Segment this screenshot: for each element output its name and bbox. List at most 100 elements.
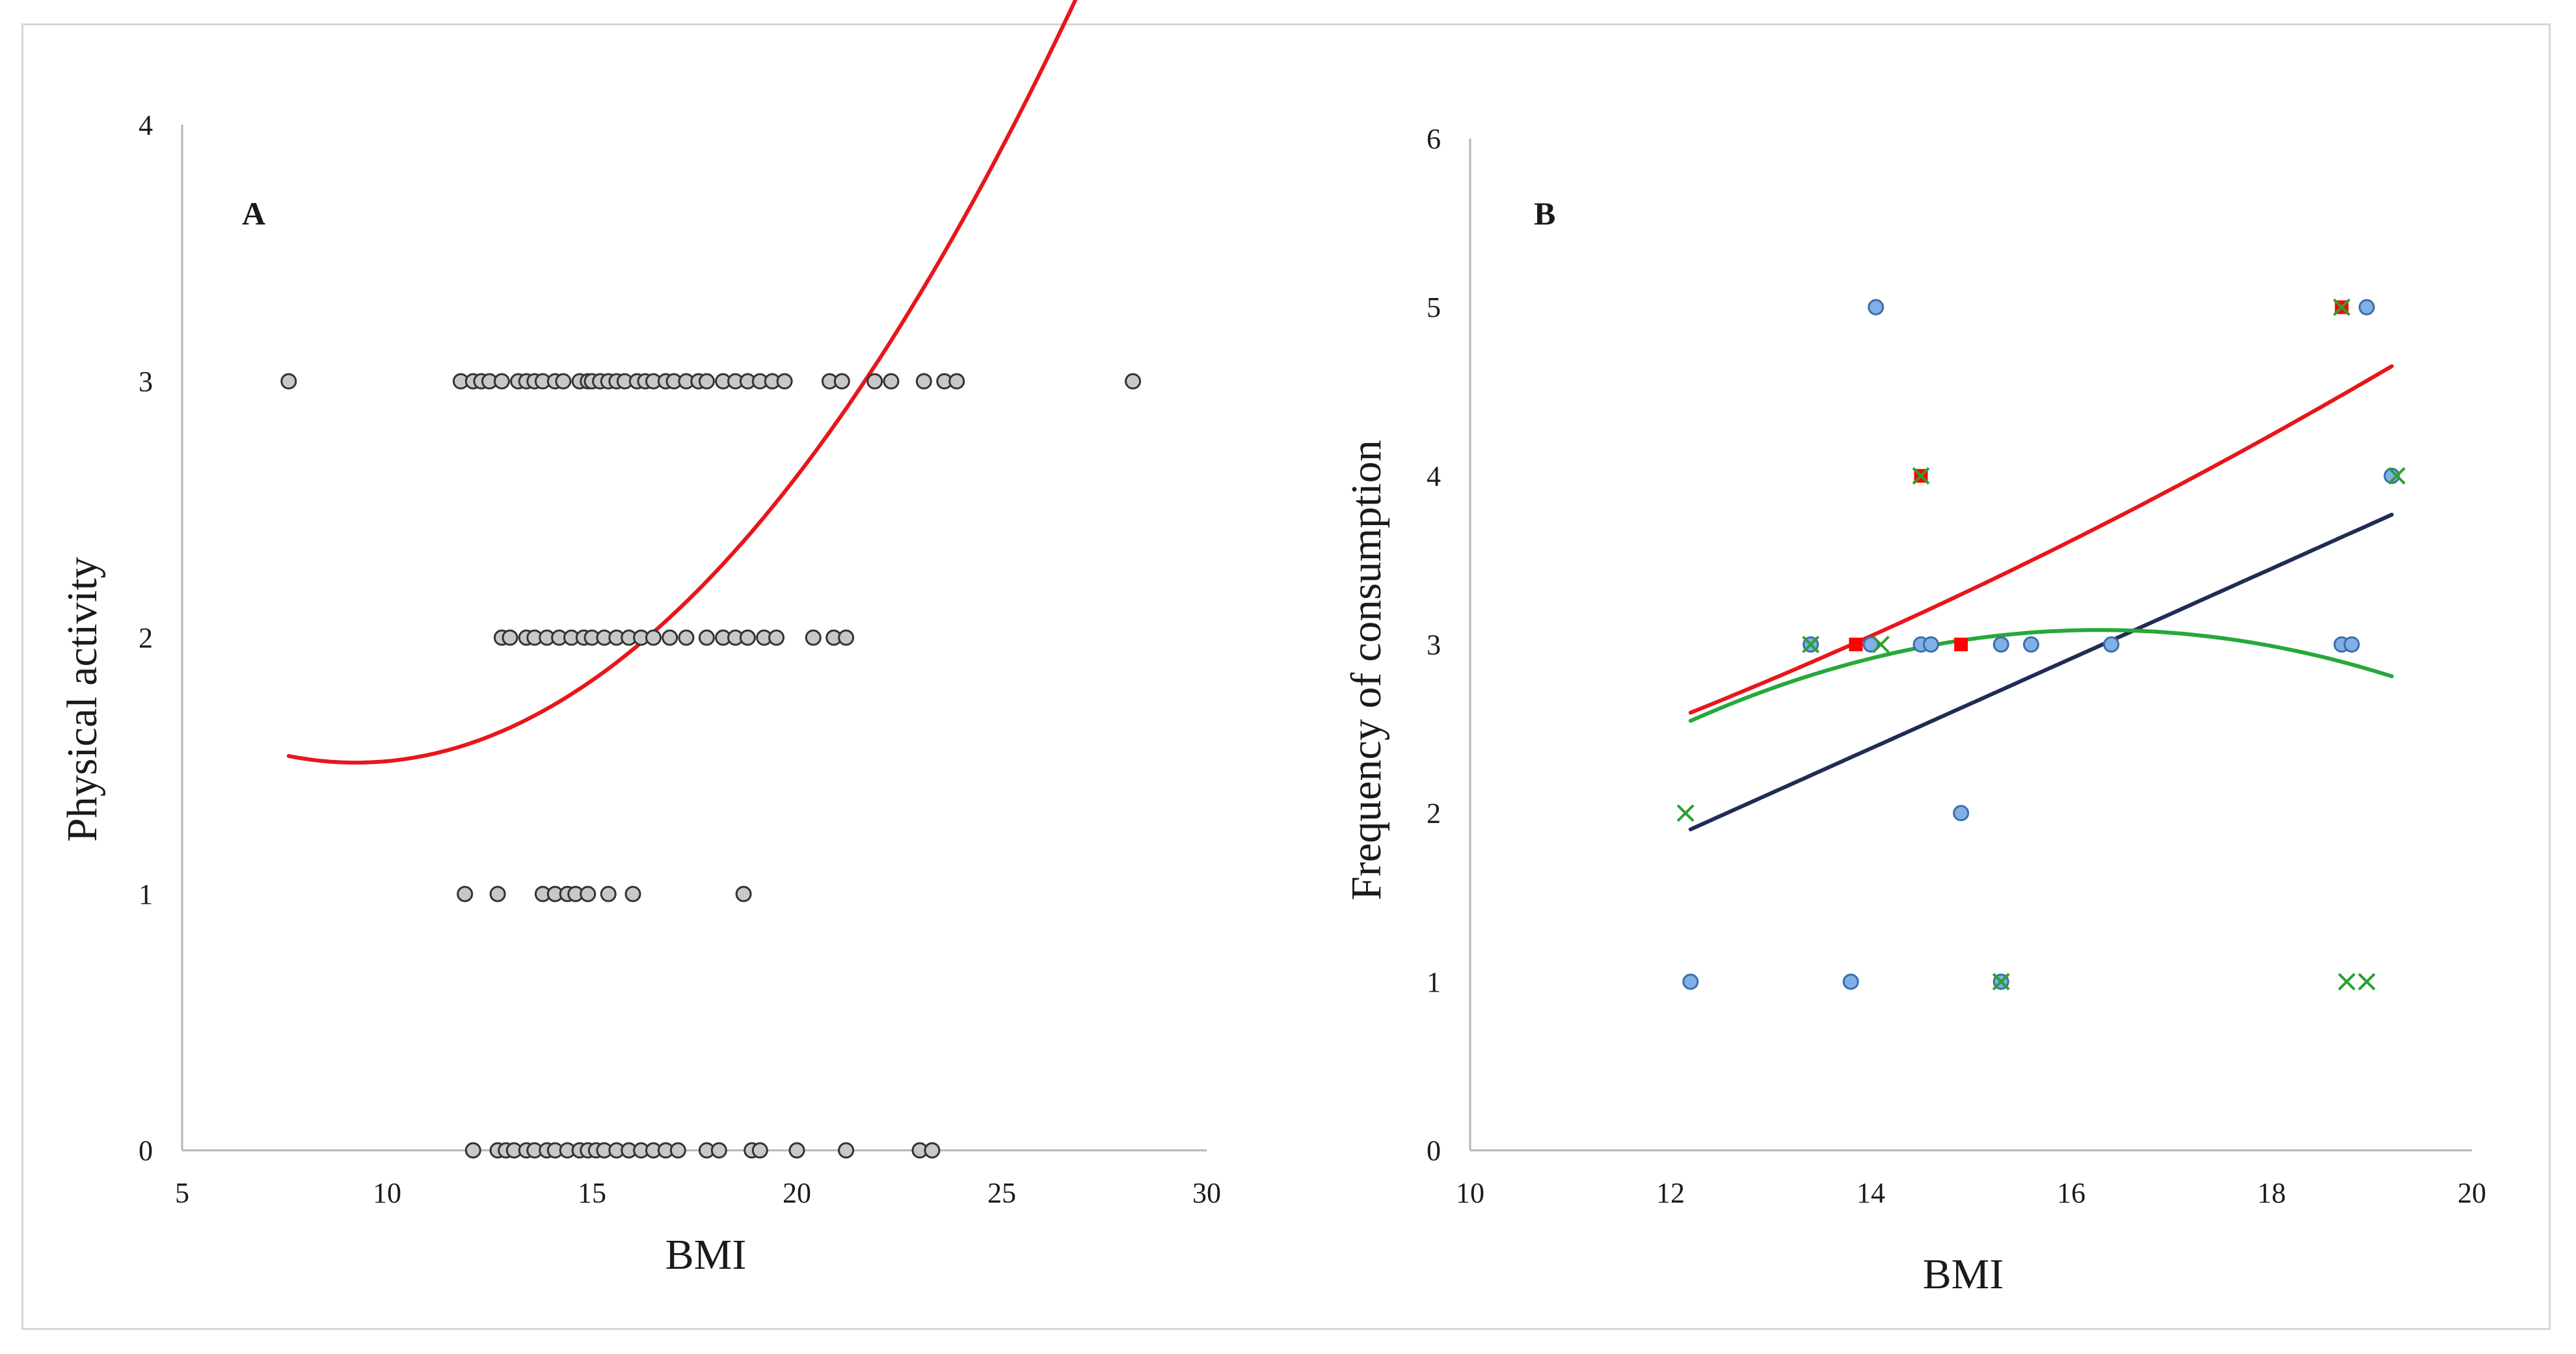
panel-a-data-point — [678, 629, 695, 646]
panel-a-data-point — [502, 629, 518, 646]
panel-a-y-tick-label: 4 — [139, 109, 153, 141]
panel-b-data-point-cross — [1912, 467, 1930, 485]
panel-a-data-point — [600, 886, 617, 902]
panel-b-data-point-cross — [2333, 298, 2351, 316]
panel-b-data-point-square — [1849, 638, 1863, 651]
panel-a-data-point — [924, 1142, 941, 1159]
panel-b-data-point — [2358, 299, 2375, 316]
panel-a-data-point — [489, 886, 506, 902]
panel-b-data-point — [2103, 636, 2120, 653]
panel-a-data-point — [280, 373, 297, 390]
panel-a-y-tick-label: 3 — [139, 366, 153, 398]
panel-b-y-axis-title: Frequency of consumption — [1343, 440, 1390, 900]
panel-b-linear-trend-line — [1688, 513, 2394, 832]
panel-b-points — [1676, 298, 2406, 991]
panel-a-data-point — [624, 886, 641, 902]
panel-b-data-point — [1862, 636, 1879, 653]
panel-b-x-tick-label: 18 — [2257, 1177, 2286, 1209]
panel-b-data-point — [2343, 636, 2360, 653]
panel-a-x-tick-label: 10 — [373, 1177, 401, 1209]
panel-b-data-point — [1868, 299, 1885, 316]
panel-a-y-tick-label: 1 — [139, 878, 153, 910]
panel-b-x-tick-label: 10 — [1456, 1177, 1484, 1209]
panel-b-data-point — [2022, 636, 2039, 653]
panel-b-data-point-cross — [1802, 636, 1820, 653]
panel-b-y-tick-label: 0 — [1427, 1135, 1441, 1167]
panel-a-y-tick-label: 0 — [139, 1135, 153, 1167]
panel-a-data-point — [493, 373, 510, 390]
panel-b-y-tick-label: 3 — [1427, 629, 1441, 661]
panel-b-x-tick-label: 12 — [1656, 1177, 1685, 1209]
panel-b-axes — [1469, 139, 2472, 1152]
panel-b-data-point-square — [1954, 638, 1968, 651]
panel-a-data-point — [645, 629, 662, 646]
panel-b-data-point — [1842, 973, 1859, 990]
panel-b-data-point — [1953, 805, 1970, 822]
panel-b-data-point — [2383, 467, 2400, 484]
panel-b-x-tick-label: 20 — [2458, 1177, 2486, 1209]
panel-b-y-tick-label: 1 — [1427, 966, 1441, 998]
panel-b-data-point-cross — [1872, 636, 1890, 653]
panel-a-data-point — [580, 886, 597, 902]
panel-a-x-tick-label: 25 — [987, 1177, 1016, 1209]
panel-a-data-point — [662, 629, 678, 646]
panel-a-data-point — [710, 1142, 727, 1159]
panel-b-x-tick-label: 16 — [2057, 1177, 2086, 1209]
panel-a-data-point — [833, 373, 850, 390]
panel-a-data-point — [669, 1142, 686, 1159]
panel-b-data-point — [1992, 636, 2009, 653]
panel-a-y-axis-title: Physical activity — [59, 557, 106, 842]
panel-a-data-point — [751, 1142, 768, 1159]
panel-a-data-point — [866, 373, 883, 390]
panel-b-data-point-cross — [2338, 973, 2355, 991]
panel-a-tick-labels: 5 10 15 20 25 30 0 1 2 3 4 — [139, 109, 1221, 1209]
panel-a-x-tick-label: 15 — [578, 1177, 606, 1209]
panel-b-y-tick-label: 2 — [1427, 798, 1441, 830]
panel-a-trendlines — [286, 0, 1078, 765]
panel-b-x-tick-label: 14 — [1857, 1177, 1885, 1209]
panel-a-x-tick-label: 20 — [783, 1177, 811, 1209]
panel-b-x-axis-title: BMI — [1923, 1251, 2004, 1298]
panel-a-data-point — [698, 629, 715, 646]
panel-b-data-point-cross — [2388, 467, 2406, 485]
panel-a-data-point — [915, 373, 932, 390]
panel-a-data-point — [948, 373, 965, 390]
panel-a-points — [280, 373, 1142, 1159]
panel-b-label: B — [1534, 195, 1555, 232]
panel-a-data-point — [1125, 373, 1142, 390]
panel-b-data-point-cross — [2357, 973, 2376, 991]
panel-a-data-point — [776, 373, 793, 390]
panel-b-data-point — [1922, 636, 1939, 653]
panel-b-y-tick-label: 6 — [1427, 123, 1441, 155]
panel-a-label: A — [242, 195, 265, 232]
panel-a-data-point — [768, 629, 785, 646]
panel-a-x-tick-label: 30 — [1192, 1177, 1221, 1209]
panel-a-x-axis-title: BMI — [665, 1231, 747, 1279]
panel-b-green-trend-line — [1688, 628, 2394, 723]
panel-b-data-point-cross — [1992, 973, 2010, 991]
panel-a-data-point — [838, 1142, 855, 1159]
panel-a-data-point — [883, 373, 900, 390]
panel-a-data-point — [464, 1142, 481, 1159]
panel-a-data-point — [788, 1142, 805, 1159]
panel-b-data-point — [1682, 973, 1699, 990]
panel-a-data-point — [457, 886, 474, 902]
panel-a-data-point — [838, 629, 855, 646]
panel-a-polynomial-trend-line — [286, 0, 1078, 765]
panel-a-y-tick-label: 2 — [139, 622, 153, 654]
panel-a-data-point — [698, 373, 715, 390]
panel-a-chart: 5 10 15 20 25 30 0 1 2 3 4 A BMI Physical activity — [59, 0, 1221, 1279]
panel-a-data-point — [739, 629, 756, 646]
panel-b-y-tick-label: 4 — [1427, 460, 1441, 492]
panel-b-data-point-cross — [1676, 804, 1695, 822]
panel-b-y-tick-label: 5 — [1427, 291, 1441, 323]
panel-a-axes — [181, 125, 1207, 1152]
panel-a-data-point — [555, 373, 572, 390]
panel-a-data-point — [735, 886, 752, 902]
panel-a-x-tick-label: 5 — [175, 1177, 189, 1209]
panel-b-trendlines — [1688, 364, 2394, 832]
panel-a-data-point — [805, 629, 822, 646]
panel-b-red-trend-line — [1688, 364, 2394, 715]
